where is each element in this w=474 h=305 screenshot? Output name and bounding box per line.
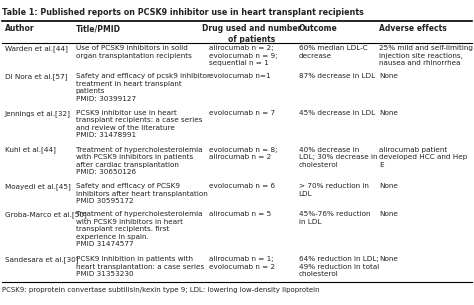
Text: Title/PMID: Title/PMID — [76, 24, 121, 34]
Text: Use of PCSK9 inhibitors in solid
organ transplantation recipients: Use of PCSK9 inhibitors in solid organ t… — [76, 45, 191, 59]
Text: Kuhl et al.[44]: Kuhl et al.[44] — [5, 146, 55, 153]
Text: Table 1: Published reports on PCSK9 inhibitor use in heart transplant recipients: Table 1: Published reports on PCSK9 inhi… — [2, 8, 364, 17]
Text: alirocumab n = 5: alirocumab n = 5 — [209, 211, 271, 217]
Text: Sandesara et al.[30]: Sandesara et al.[30] — [5, 257, 78, 263]
Text: Groba-Marco et al.[50]: Groba-Marco et al.[50] — [5, 211, 86, 218]
Text: evolocumab n = 7: evolocumab n = 7 — [209, 110, 275, 116]
Text: 45%-76% reduction
in LDL: 45%-76% reduction in LDL — [299, 211, 370, 225]
Text: PCSK9: proprotein convertase subtilisin/kexin type 9; LDL: lowering low-density : PCSK9: proprotein convertase subtilisin/… — [2, 287, 320, 293]
Text: 45% decrease in LDL: 45% decrease in LDL — [299, 110, 375, 116]
Text: 40% decrease in
LDL; 30% decrease in
cholesterol: 40% decrease in LDL; 30% decrease in cho… — [299, 146, 377, 167]
Text: Moayedi et al.[45]: Moayedi et al.[45] — [5, 183, 71, 190]
Text: evolocumab n = 8;
alirocumab n = 2: evolocumab n = 8; alirocumab n = 2 — [209, 146, 277, 160]
Text: None: None — [379, 211, 398, 217]
Text: alirocumab n = 1;
evolocumab n = 2: alirocumab n = 1; evolocumab n = 2 — [209, 257, 275, 270]
Text: 25% mild and self-limiting
injection site reactions,
nausea and rhinorrhea: 25% mild and self-limiting injection sit… — [379, 45, 473, 66]
Text: Treatment of hypercholesterolemia
with PCSK9 inhibitors in heart
transplant reci: Treatment of hypercholesterolemia with P… — [76, 211, 202, 247]
Text: None: None — [379, 257, 398, 262]
Text: None: None — [379, 110, 398, 116]
Text: Drug used and number
of patients: Drug used and number of patients — [201, 24, 301, 44]
Text: 60% median LDL-C
decrease: 60% median LDL-C decrease — [299, 45, 367, 59]
Text: Outcome: Outcome — [299, 24, 337, 34]
Text: evolocumab n=1: evolocumab n=1 — [209, 73, 270, 79]
Text: PCSK9 inhibition in patients with
heart transplantation: a case series
PMID 3135: PCSK9 inhibition in patients with heart … — [76, 257, 204, 278]
Text: 87% decrease in LDL: 87% decrease in LDL — [299, 73, 375, 79]
Text: alirocumab n = 2;
evolocumab n = 9;
sequential n = 1: alirocumab n = 2; evolocumab n = 9; sequ… — [209, 45, 277, 66]
Text: Safety and efficacy of pcsk9 inhibitor
treatment in heart transplant
patients
PM: Safety and efficacy of pcsk9 inhibitor t… — [76, 73, 210, 102]
Text: 64% reduction in LDL;
49% reduction in total
cholesterol: 64% reduction in LDL; 49% reduction in t… — [299, 257, 379, 278]
Text: Warden et al.[44]: Warden et al.[44] — [5, 45, 68, 52]
Text: PCSK9 inhibitor use in heart
transplant recipients: a case series
and review of : PCSK9 inhibitor use in heart transplant … — [76, 110, 202, 138]
Text: None: None — [379, 183, 398, 189]
Text: Safety and efficacy of PCSK9
inhibitors after heart transplantation
PMID 3059517: Safety and efficacy of PCSK9 inhibitors … — [76, 183, 208, 204]
Text: Jennings et al.[32]: Jennings et al.[32] — [5, 110, 71, 117]
Text: Di Nora et al.[57]: Di Nora et al.[57] — [5, 73, 67, 80]
Text: Adverse effects: Adverse effects — [379, 24, 447, 34]
Text: > 70% reduction in
LDL: > 70% reduction in LDL — [299, 183, 368, 197]
Text: Treatment of hypercholesterolemia
with PCSK9 inhibitors in patients
after cardia: Treatment of hypercholesterolemia with P… — [76, 146, 202, 175]
Text: None: None — [379, 73, 398, 79]
Text: Author: Author — [5, 24, 34, 34]
Text: evolocumab n = 6: evolocumab n = 6 — [209, 183, 275, 189]
Text: alirocumab patient
developed HCC and Hep
E: alirocumab patient developed HCC and Hep… — [379, 146, 467, 167]
